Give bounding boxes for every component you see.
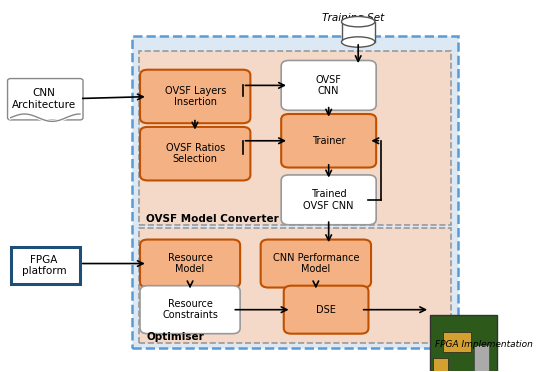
Text: Trained
OVSF CNN: Trained OVSF CNN	[303, 189, 354, 211]
Text: FPGA Implementation: FPGA Implementation	[435, 340, 533, 349]
FancyBboxPatch shape	[261, 240, 371, 288]
FancyBboxPatch shape	[140, 240, 240, 288]
Text: Trainer: Trainer	[312, 136, 346, 146]
Text: OVSF Ratios
Selection: OVSF Ratios Selection	[166, 143, 225, 164]
Text: CNN Performance
Model: CNN Performance Model	[273, 253, 359, 274]
FancyBboxPatch shape	[284, 286, 368, 334]
Bar	[430, 315, 497, 372]
Bar	[139, 228, 451, 343]
Text: DSE: DSE	[316, 305, 336, 315]
Ellipse shape	[341, 37, 375, 47]
Text: OVSF Layers
Insertion: OVSF Layers Insertion	[165, 86, 226, 107]
Bar	[139, 51, 451, 225]
FancyBboxPatch shape	[8, 78, 83, 120]
FancyBboxPatch shape	[140, 127, 251, 180]
Text: OVSF
CNN: OVSF CNN	[316, 75, 342, 96]
Text: Resource
Constraints: Resource Constraints	[162, 299, 218, 321]
Text: Resource
Model: Resource Model	[167, 253, 213, 274]
FancyBboxPatch shape	[281, 114, 376, 167]
Text: Training Set: Training Set	[322, 13, 384, 23]
Text: Optimiser: Optimiser	[146, 332, 204, 342]
FancyBboxPatch shape	[140, 70, 251, 123]
Ellipse shape	[341, 16, 375, 27]
Bar	[341, 22, 375, 42]
Text: FPGA
platform: FPGA platform	[22, 254, 66, 276]
FancyBboxPatch shape	[281, 175, 376, 225]
FancyBboxPatch shape	[281, 61, 376, 110]
Bar	[433, 358, 448, 371]
FancyBboxPatch shape	[140, 286, 240, 334]
Bar	[474, 345, 489, 372]
Bar	[11, 247, 80, 284]
Bar	[443, 332, 471, 352]
Text: OVSF Model Converter: OVSF Model Converter	[146, 214, 279, 224]
Text: CNN
Architecture: CNN Architecture	[12, 89, 76, 110]
Bar	[132, 36, 458, 349]
